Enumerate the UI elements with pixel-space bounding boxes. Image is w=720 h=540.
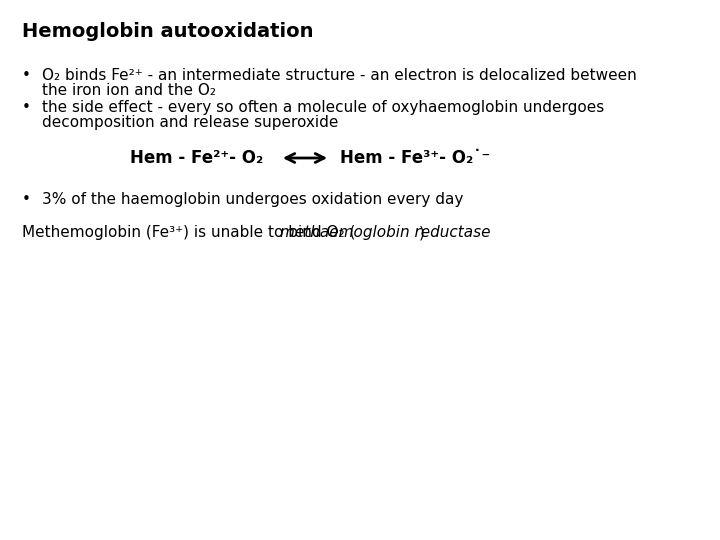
Text: Methemoglobin (Fe³⁺) is unable to bind O₂ (: Methemoglobin (Fe³⁺) is unable to bind O… [22,225,356,240]
Text: •: • [22,68,31,83]
Text: decomposition and release superoxide: decomposition and release superoxide [42,115,338,130]
Text: O₂ binds Fe²⁺ - an intermediate structure - an electron is delocalized between: O₂ binds Fe²⁺ - an intermediate structur… [42,68,636,83]
Text: •: • [22,192,31,207]
Text: the iron ion and the O₂: the iron ion and the O₂ [42,83,216,98]
Text: the side effect - every so often a molecule of oxyhaemoglobin undergoes: the side effect - every so often a molec… [42,100,604,115]
Text: •: • [22,100,31,115]
Text: 3% of the haemoglobin undergoes oxidation every day: 3% of the haemoglobin undergoes oxidatio… [42,192,464,207]
Text: Hem - Fe³⁺- O₂˙⁻: Hem - Fe³⁺- O₂˙⁻ [340,149,490,167]
Text: Hem - Fe²⁺- O₂: Hem - Fe²⁺- O₂ [130,149,264,167]
Text: methaemoglobin reductase: methaemoglobin reductase [280,225,490,240]
Text: Hemoglobin autooxidation: Hemoglobin autooxidation [22,22,313,41]
Text: ): ) [419,225,425,240]
